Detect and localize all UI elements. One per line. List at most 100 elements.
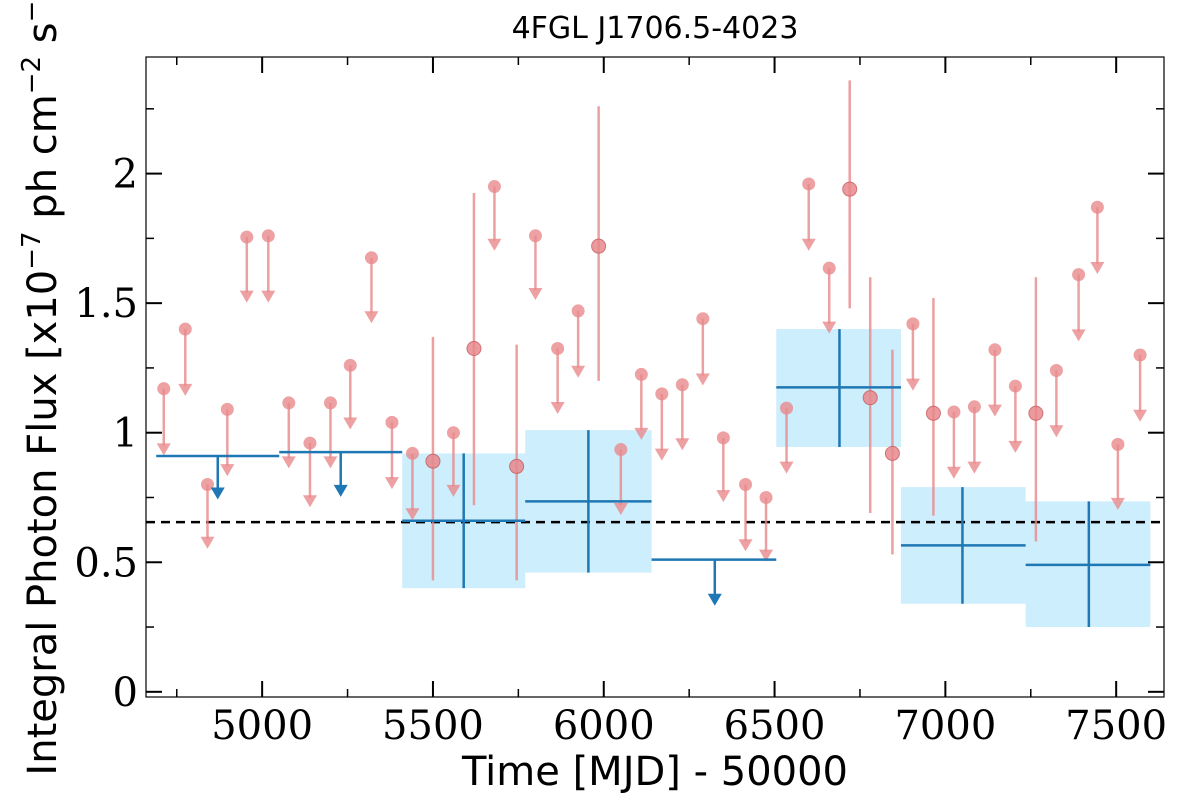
- plot-frame: [145, 56, 1165, 698]
- short-bin-limit-point: [988, 343, 1002, 357]
- short-bin-limit-arrow: [571, 365, 586, 378]
- short-bin-limit-arrow: [261, 290, 276, 303]
- long-bin-limit-arrow: [210, 487, 225, 500]
- short-bin-limit-point: [343, 358, 357, 372]
- y-axis-title-exp3: −1: [17, 0, 47, 22]
- short-bin-limit-point: [364, 251, 378, 265]
- short-bin-limit-arrow: [634, 427, 649, 440]
- short-bin-detection-point: [884, 445, 900, 461]
- short-bin-limit-arrow: [1090, 262, 1105, 275]
- short-bin-limit-point: [323, 396, 337, 410]
- short-bin-limit-arrow: [343, 417, 358, 430]
- short-bin-limit-arrow: [405, 508, 420, 521]
- short-bin-limit-arrow: [946, 466, 961, 479]
- short-bin-limit-arrow: [1110, 497, 1125, 510]
- short-bin-limit-arrow: [822, 321, 837, 334]
- short-bin-limit-point: [1072, 268, 1086, 282]
- short-bin-limit-point: [696, 312, 710, 326]
- x-axis-title: Time [MJD] - 50000: [461, 749, 848, 795]
- short-bin-limit-point: [282, 396, 296, 410]
- y-axis-title-part2: ph cm: [20, 94, 66, 231]
- short-bin-limit-point: [487, 180, 501, 194]
- short-bin-limit-arrow: [759, 549, 774, 562]
- y-axis-title-exp2: −2: [17, 56, 47, 94]
- x-tick-label: 7000: [894, 703, 996, 749]
- long-bin-series: [156, 329, 1151, 628]
- short-bin-limit-point: [528, 229, 542, 243]
- y-tick-label: 2: [113, 152, 138, 198]
- x-tick-label: 6000: [553, 703, 655, 749]
- short-bin-limit-point: [220, 402, 234, 416]
- short-bin-limit-point: [1049, 364, 1063, 378]
- short-bin-limit-arrow: [528, 287, 543, 300]
- x-tick-label: 7500: [1065, 703, 1167, 749]
- y-tick-label: 0: [113, 670, 138, 716]
- short-bin-limit-point: [655, 387, 669, 401]
- short-bin-limit-point: [1008, 379, 1022, 393]
- y-axis-title-part3: s: [20, 22, 66, 56]
- short-bin-limit-point: [405, 446, 419, 460]
- x-tick-labels: 5000 5500 6000 6500 7000 7500: [211, 703, 1167, 749]
- short-bin-limit-point: [385, 415, 399, 429]
- short-bin-limit-arrow: [200, 536, 215, 549]
- y-tick-label: 0.5: [74, 540, 138, 586]
- short-bin-limit-point: [822, 261, 836, 275]
- short-bin-limit-point: [675, 378, 689, 392]
- short-bin-limit-point: [739, 478, 753, 492]
- short-bin-limit-arrow: [967, 461, 982, 474]
- y-axis-title: Integral Photon Flux [x10−7 ph cm−2 s−1]: [17, 0, 66, 776]
- short-bin-limit-arrow: [156, 443, 171, 456]
- short-bin-limit-point: [759, 490, 773, 504]
- short-bin-limit-arrow: [716, 490, 731, 503]
- short-bin-limit-arrow: [675, 438, 690, 451]
- short-bin-limit-point: [551, 341, 565, 355]
- short-bin-limit-arrow: [1133, 409, 1148, 422]
- uncertainty-bands: [402, 329, 1151, 628]
- short-bin-limit-point: [157, 382, 171, 396]
- long-bin-limit-arrow: [333, 484, 348, 497]
- short-bin-limit-point: [906, 317, 920, 331]
- x-tick-label: 5000: [211, 703, 313, 749]
- short-bin-limit-point: [780, 401, 794, 415]
- short-bin-limit-arrow: [446, 484, 461, 497]
- short-bin-limit-point: [947, 405, 961, 419]
- short-bin-detection-point: [1028, 405, 1044, 421]
- x-tick-label: 5500: [382, 703, 484, 749]
- short-bin-limit-arrow: [302, 495, 317, 508]
- short-bin-detection-point: [842, 181, 858, 197]
- x-tick-label: 6500: [724, 703, 826, 749]
- short-bin-limit-arrow: [239, 290, 254, 303]
- short-bin-limit-arrow: [1008, 440, 1023, 453]
- short-bin-limit-point: [200, 478, 214, 492]
- short-bin-detection-point: [509, 458, 525, 474]
- short-bin-limit-arrow: [384, 477, 399, 490]
- short-bin-limit-point: [967, 400, 981, 414]
- short-bin-limit-arrow: [281, 456, 296, 469]
- short-bin-limit-arrow: [779, 461, 794, 474]
- short-bin-limit-arrow: [1071, 329, 1086, 342]
- short-bin-limit-point: [802, 177, 816, 191]
- short-bin-limit-arrow: [613, 503, 628, 516]
- short-bin-limit-point: [1133, 348, 1147, 362]
- short-bin-limit-point: [303, 436, 317, 450]
- short-bin-limit-point: [178, 322, 192, 336]
- short-bin-limit-arrow: [905, 378, 920, 391]
- y-tick-labels: 0 0.5 1 1.5 2: [74, 152, 138, 716]
- chart-title: 4FGL J1706.5-4023: [512, 11, 799, 46]
- short-bin-detection-point: [862, 390, 878, 406]
- axis-ticks: [146, 57, 1164, 697]
- short-bin-limit-point: [240, 230, 254, 244]
- short-bin-detection-point: [591, 238, 607, 254]
- short-bin-limit-arrow: [220, 464, 235, 477]
- short-bin-limit-point: [634, 367, 648, 381]
- y-tick-label: 1: [113, 411, 138, 457]
- short-bin-limit-point: [446, 426, 460, 440]
- short-bin-limit-arrow: [550, 401, 565, 414]
- short-bin-detection-point: [925, 405, 941, 421]
- short-bin-detection-point: [425, 453, 441, 469]
- long-bin-limit-arrow: [707, 593, 722, 606]
- short-bin-limit-arrow: [178, 383, 193, 396]
- short-bin-limit-point: [261, 229, 275, 243]
- short-bin-limit-point: [571, 304, 585, 318]
